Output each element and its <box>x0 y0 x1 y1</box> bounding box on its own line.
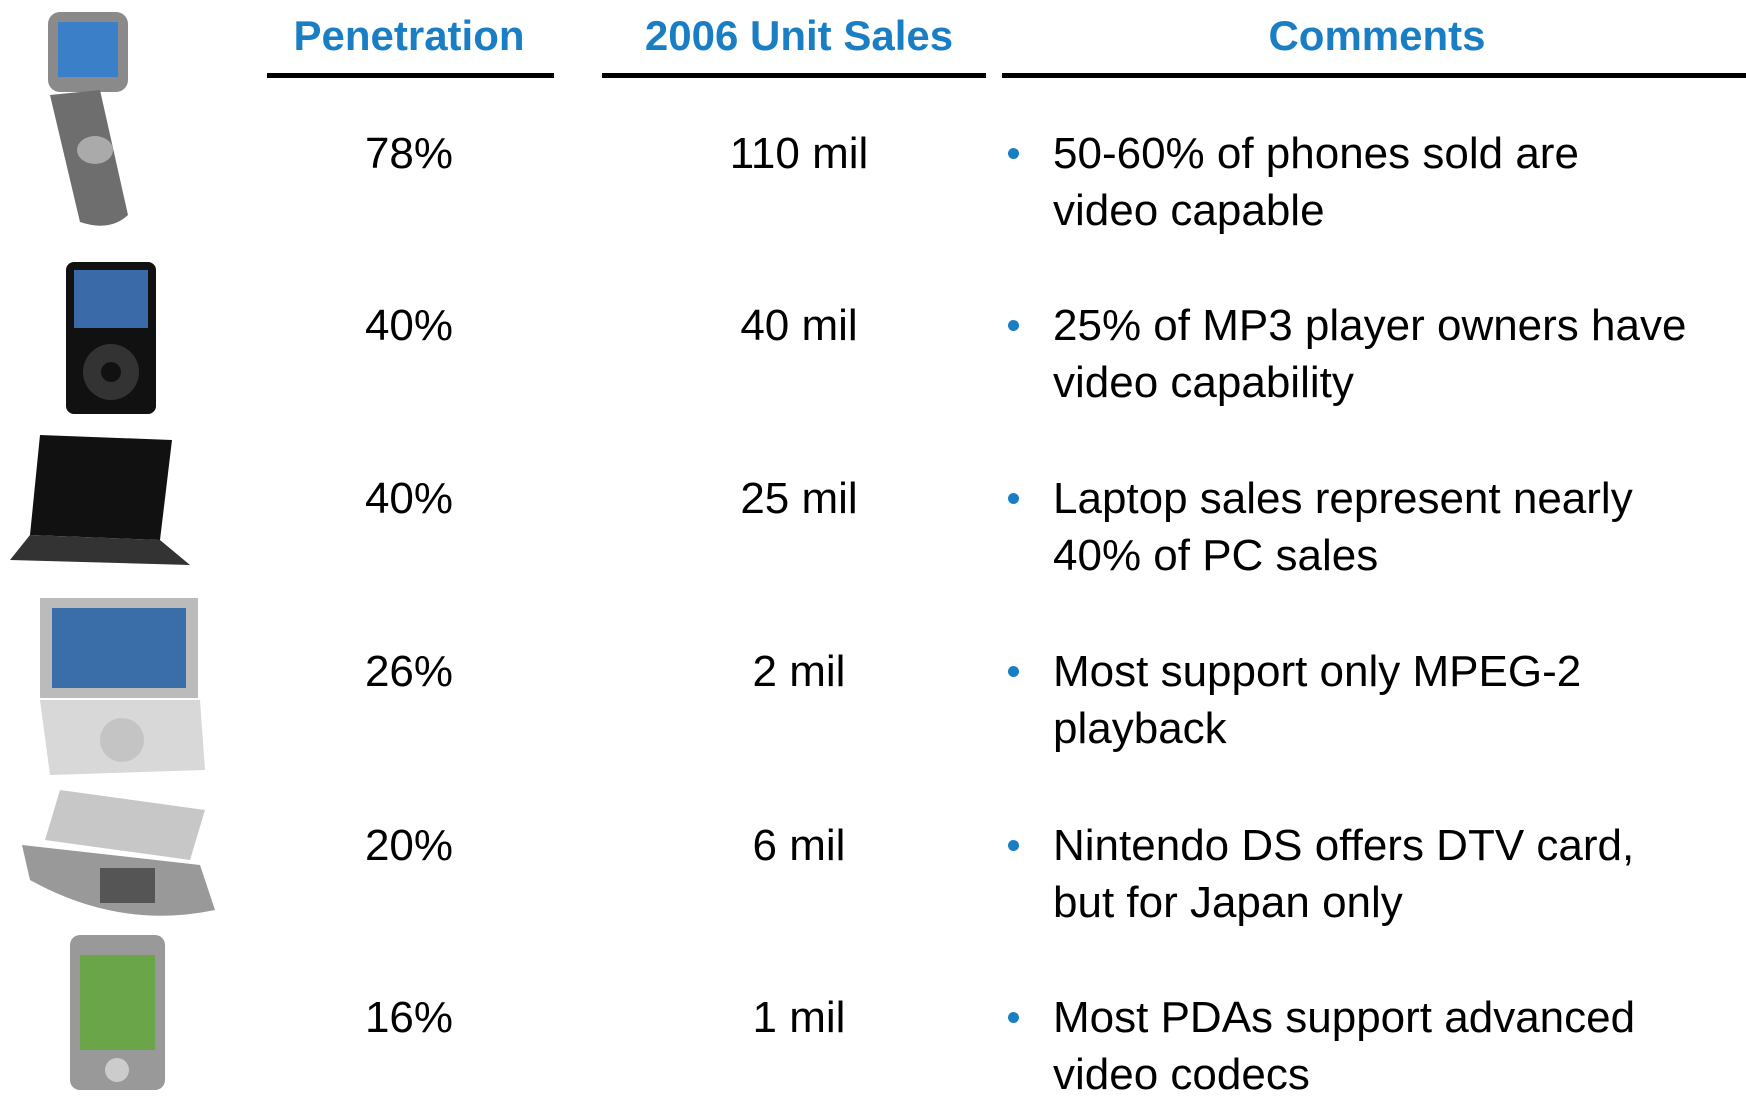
comment-line: but for Japan only <box>1053 874 1403 931</box>
bullet <box>1008 840 1019 851</box>
unit-sales-cell: 110 mil <box>730 125 869 182</box>
game-console-icon <box>22 790 215 916</box>
comment-line: Nintendo DS offers DTV card, <box>1053 817 1634 874</box>
pda-icon <box>70 935 165 1090</box>
bullet <box>1008 148 1019 159</box>
dvd-player-icon <box>40 598 205 775</box>
comment-line: Most support only MPEG-2 <box>1053 643 1581 700</box>
comment-line: video capability <box>1053 354 1354 411</box>
penetration-cell: 20% <box>365 817 453 874</box>
comment-line: Most PDAs support advanced <box>1053 989 1635 1046</box>
bullet <box>1008 493 1019 504</box>
penetration-cell: 78% <box>365 125 453 182</box>
slide: Penetration 2006 Unit Sales Comments (()… <box>0 0 1746 1095</box>
unit-sales-cell: 2 mil <box>753 643 846 700</box>
comment-line: video codecs <box>1053 1046 1310 1103</box>
penetration-cell: 40% <box>365 470 453 527</box>
header-rule <box>602 73 986 78</box>
penetration-cell: 40% <box>365 297 453 354</box>
penetration-cell: 16% <box>365 989 453 1046</box>
comment-line: 40% of PC sales <box>1053 527 1378 584</box>
comment-line: 50-60% of phones sold are <box>1053 125 1579 182</box>
unit-sales-cell: 6 mil <box>753 817 846 874</box>
laptop-icon <box>10 435 190 565</box>
comment-line: video capable <box>1053 182 1325 239</box>
column-header: Penetration <box>293 12 524 60</box>
comment-line: Laptop sales represent nearly <box>1053 470 1633 527</box>
unit-sales-cell: 40 mil <box>740 297 857 354</box>
device-icons <box>0 0 220 1095</box>
unit-sales-cell: 1 mil <box>753 989 846 1046</box>
bullet <box>1008 1012 1019 1023</box>
phone-icon <box>48 12 128 226</box>
bullet <box>1008 666 1019 677</box>
mp3-player-icon <box>66 262 156 414</box>
comment-line: playback <box>1053 700 1227 757</box>
column-header: 2006 Unit Sales <box>645 12 953 60</box>
bullet <box>1008 320 1019 331</box>
penetration-cell: 26% <box>365 643 453 700</box>
header-rule <box>267 73 554 78</box>
header-rule <box>1002 73 1746 78</box>
unit-sales-cell: 25 mil <box>740 470 857 527</box>
comment-line: 25% of MP3 player owners have <box>1053 297 1686 354</box>
column-header: Comments <box>1268 12 1485 60</box>
